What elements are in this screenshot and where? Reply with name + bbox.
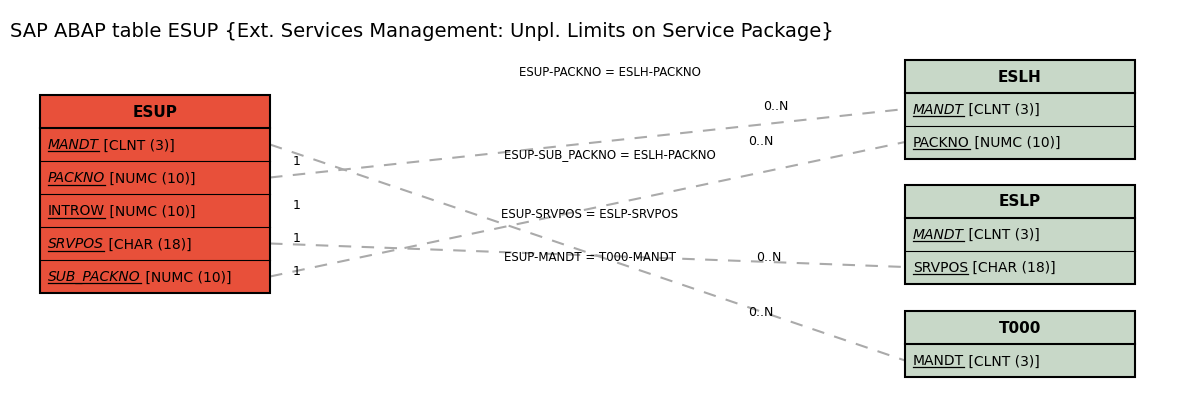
Text: [NUMC (10)]: [NUMC (10)]	[105, 171, 196, 185]
Text: ESLP: ESLP	[999, 194, 1041, 209]
Text: [NUMC (10)]: [NUMC (10)]	[141, 270, 231, 284]
Bar	[39, 96, 270, 293]
Text: [CLNT (3)]: [CLNT (3)]	[964, 354, 1040, 368]
Text: MANDT: MANDT	[913, 354, 964, 368]
Text: ESUP-SRVPOS = ESLP-SRVPOS: ESUP-SRVPOS = ESLP-SRVPOS	[502, 208, 679, 221]
Text: 0..N: 0..N	[762, 100, 789, 113]
Text: ESUP-PACKNO = ESLH-PACKNO: ESUP-PACKNO = ESLH-PACKNO	[519, 66, 701, 79]
Text: [CHAR (18)]: [CHAR (18)]	[104, 237, 191, 251]
Bar	[905, 311, 1135, 377]
Text: T000: T000	[999, 320, 1041, 335]
Text: ESLH: ESLH	[998, 70, 1042, 84]
Text: [NUMC (10)]: [NUMC (10)]	[105, 204, 196, 218]
Text: 1: 1	[293, 199, 301, 212]
Text: SRVPOS: SRVPOS	[48, 237, 104, 251]
Text: ESUP-MANDT = T000-MANDT: ESUP-MANDT = T000-MANDT	[504, 251, 676, 264]
Text: 1: 1	[293, 232, 301, 245]
Text: 0..N: 0..N	[748, 135, 773, 148]
Text: [CLNT (3)]: [CLNT (3)]	[99, 138, 174, 152]
Text: [CLNT (3)]: [CLNT (3)]	[964, 227, 1040, 241]
Text: 1: 1	[293, 155, 301, 168]
Text: SUB_PACKNO: SUB_PACKNO	[48, 270, 141, 284]
Text: [CLNT (3)]: [CLNT (3)]	[964, 103, 1040, 117]
Text: SAP ABAP table ESUP {Ext. Services Management: Unpl. Limits on Service Package}: SAP ABAP table ESUP {Ext. Services Manag…	[10, 22, 834, 41]
Text: 0..N: 0..N	[756, 251, 782, 264]
Bar	[905, 185, 1135, 284]
Text: ESUP: ESUP	[133, 105, 177, 120]
Text: [CHAR (18)]: [CHAR (18)]	[968, 261, 1055, 274]
Text: PACKNO: PACKNO	[48, 171, 105, 185]
Text: ESUP-SUB_PACKNO = ESLH-PACKNO: ESUP-SUB_PACKNO = ESLH-PACKNO	[504, 148, 716, 161]
Text: MANDT: MANDT	[913, 227, 964, 241]
Text: MANDT: MANDT	[48, 138, 99, 152]
Text: MANDT: MANDT	[913, 103, 964, 117]
Text: [NUMC (10)]: [NUMC (10)]	[970, 136, 1060, 150]
Text: PACKNO: PACKNO	[913, 136, 970, 150]
Text: SRVPOS: SRVPOS	[913, 261, 968, 274]
Text: 0..N: 0..N	[748, 306, 773, 319]
Text: INTROW: INTROW	[48, 204, 105, 218]
Text: 1: 1	[293, 265, 301, 278]
Bar	[905, 61, 1135, 159]
